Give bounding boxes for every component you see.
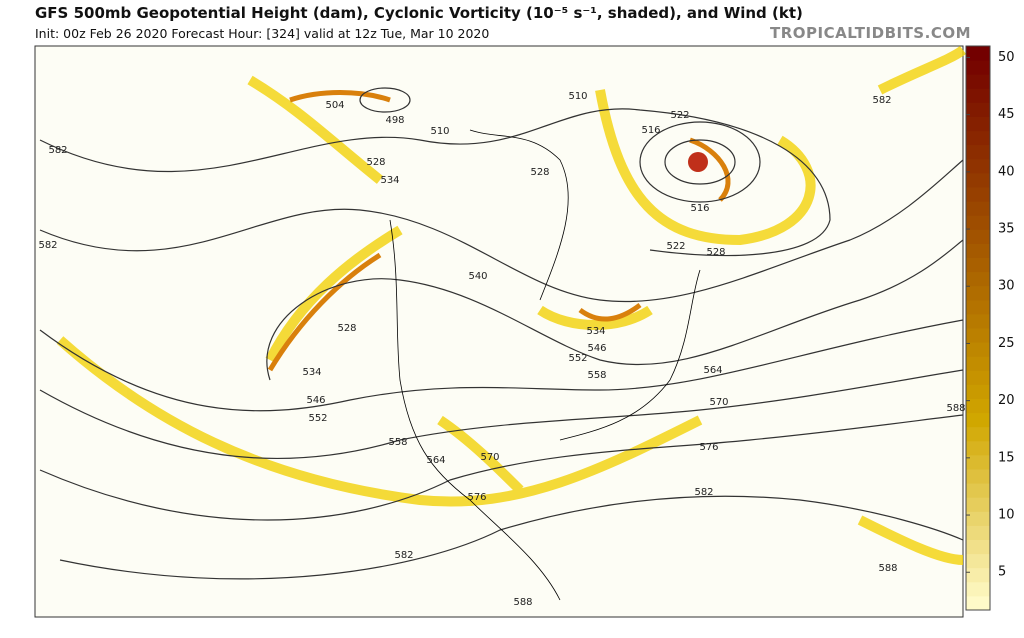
colorbar-swatch <box>966 271 990 287</box>
map-frame <box>34 45 964 618</box>
contour-label: 546 <box>306 395 325 406</box>
contour-label: 564 <box>426 455 445 466</box>
coastline <box>389 129 701 601</box>
colorbar-swatch <box>966 243 990 258</box>
contour-label: 558 <box>388 437 407 448</box>
colorbar-swatch <box>966 581 990 597</box>
contour-label: 564 <box>703 365 722 376</box>
contour-label: 516 <box>690 203 709 214</box>
colorbar-tick-label: 20 <box>998 393 1015 408</box>
contour-label: 588 <box>878 563 897 574</box>
contour-label: 510 <box>430 126 449 137</box>
colorbar-swatch <box>966 60 990 75</box>
colorbar-swatch <box>966 215 990 230</box>
colorbar-swatch <box>966 102 990 117</box>
colorbar-swatch <box>966 356 990 371</box>
colorbar-swatch <box>966 384 990 399</box>
contour-label: 522 <box>670 110 689 121</box>
vorticity-max <box>688 152 708 172</box>
colorbar-swatch <box>966 158 990 174</box>
contour-label: 504 <box>325 100 344 111</box>
contour-label: 516 <box>641 125 660 136</box>
colorbar-swatch <box>966 595 990 611</box>
contour-label: 552 <box>568 353 587 364</box>
contour-label: 510 <box>568 91 587 102</box>
contour-label: 534 <box>586 326 605 337</box>
contour-label: 576 <box>699 442 718 453</box>
colorbar-swatch <box>966 187 990 202</box>
colorbar-tick-label: 45 <box>998 107 1015 122</box>
colorbar-swatch <box>966 116 990 132</box>
colorbar-tick-label: 15 <box>998 450 1015 465</box>
colorbar-swatch <box>966 454 990 470</box>
colorbar-swatch <box>966 426 990 442</box>
colorbar-swatch <box>966 229 990 244</box>
contour-label: 570 <box>480 452 499 463</box>
colorbar-swatch <box>966 285 990 301</box>
colorbar-swatch <box>966 144 990 160</box>
contour-label: 588 <box>513 597 532 608</box>
colorbar-swatch <box>966 257 990 273</box>
colorbar-swatch <box>966 567 990 583</box>
colorbar-swatch <box>966 88 990 103</box>
colorbar-swatch <box>966 398 990 414</box>
contour-label: 552 <box>308 413 327 424</box>
contour-label: 546 <box>587 343 606 354</box>
colorbar-swatch <box>966 201 990 216</box>
site-name: TROPICALTIDBITS.COM <box>770 24 971 42</box>
contour-label: 582 <box>48 145 67 156</box>
colorbar-swatch <box>966 483 990 498</box>
vorticity-shading <box>56 45 967 565</box>
colorbar-swatch <box>966 313 990 329</box>
colorbar-tick-label: 25 <box>998 336 1015 351</box>
contour-label: 498 <box>385 115 404 126</box>
contour-label: 528 <box>366 157 385 168</box>
contour-label: 528 <box>530 167 549 178</box>
contour-label: 588 <box>946 403 965 414</box>
contour-label: 570 <box>709 397 728 408</box>
vorticity-core <box>267 90 731 372</box>
colorbar-tick-label: 30 <box>998 279 1015 294</box>
colorbar-swatch <box>966 74 990 89</box>
contour-label: 534 <box>380 175 399 186</box>
colorbar-swatch <box>966 342 990 357</box>
colorbar-swatch <box>966 299 990 315</box>
colorbar-tick-label: 40 <box>998 164 1015 179</box>
colorbar-swatch <box>966 130 990 146</box>
colorbar-swatch <box>966 370 990 385</box>
contour-label: 582 <box>38 240 57 251</box>
colorbar-tick-label: 35 <box>998 222 1015 237</box>
colorbar-swatch <box>966 328 990 343</box>
colorbar-tick-label: 50 <box>998 50 1015 65</box>
colorbar-frame <box>965 45 991 611</box>
colorbar-tick-label: 10 <box>998 508 1015 523</box>
colorbar-swatch <box>966 469 990 484</box>
contour-label: 534 <box>302 367 321 378</box>
colorbar-swatch <box>966 46 990 61</box>
colorbar-swatch <box>966 440 990 456</box>
contour-label: 582 <box>872 95 891 106</box>
colorbar-swatch <box>966 539 990 555</box>
contour-label: 582 <box>694 487 713 498</box>
contour-label: 540 <box>468 271 487 282</box>
contour-label: 528 <box>706 247 725 258</box>
map-title: GFS 500mb Geopotential Height (dam), Cyc… <box>35 4 803 22</box>
contour-label: 558 <box>587 370 606 381</box>
colorbar-swatch <box>966 525 990 540</box>
map-subtitle: Init: 00z Feb 26 2020 Forecast Hour: [32… <box>35 26 490 41</box>
colorbar-tick-label: 5 <box>998 565 1006 580</box>
contour-label: 522 <box>666 241 685 252</box>
colorbar-swatch <box>966 412 990 428</box>
contour-label: 582 <box>394 550 413 561</box>
colorbar-swatch <box>966 172 990 188</box>
colorbar-swatch <box>966 511 990 526</box>
colorbar-swatch <box>966 553 990 569</box>
contour-label: 528 <box>337 323 356 334</box>
contour-label: 576 <box>467 492 486 503</box>
height-contours <box>39 87 964 580</box>
colorbar-swatch <box>966 497 990 512</box>
